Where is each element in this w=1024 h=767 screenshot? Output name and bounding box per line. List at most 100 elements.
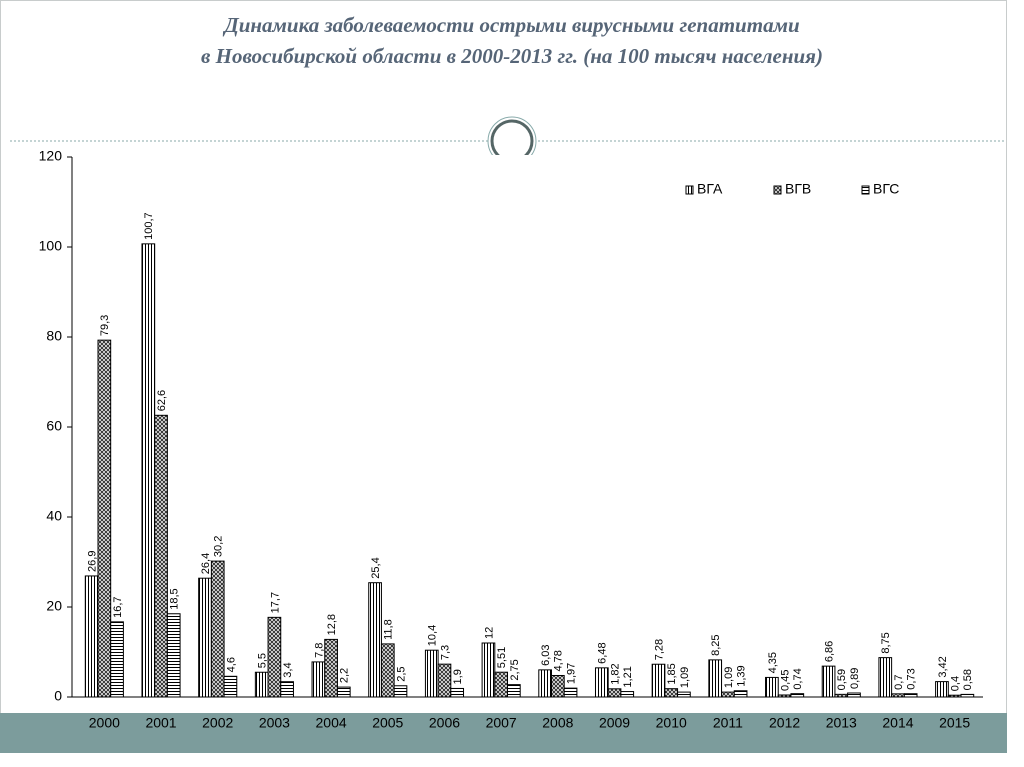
value-label: 1,9 bbox=[452, 669, 464, 684]
legend-swatch bbox=[861, 185, 870, 195]
legend-swatch bbox=[773, 185, 782, 195]
bar bbox=[494, 671, 509, 698]
value-label: 0,73 bbox=[906, 668, 918, 689]
bar bbox=[368, 582, 382, 698]
value-label: 1,39 bbox=[736, 665, 748, 686]
bar bbox=[110, 621, 124, 698]
value-label: 4,78 bbox=[553, 650, 565, 671]
value-label: 0,7 bbox=[893, 675, 905, 690]
value-label: 26,4 bbox=[200, 553, 212, 574]
x-tick-label: 2014 bbox=[882, 715, 913, 731]
bar bbox=[538, 669, 552, 698]
bar bbox=[765, 676, 779, 698]
value-label: 6,03 bbox=[540, 644, 552, 665]
bar bbox=[254, 671, 269, 698]
y-tick-label: 40 bbox=[46, 508, 62, 524]
chart-title: Динамика заболеваемости острыми вирусным… bbox=[222, 13, 799, 37]
legend-label: ВГС bbox=[873, 181, 899, 197]
bar bbox=[903, 693, 918, 698]
bar bbox=[507, 684, 521, 698]
value-label: 26,9 bbox=[87, 551, 99, 572]
value-label: 5,51 bbox=[496, 647, 508, 668]
bar bbox=[166, 613, 181, 698]
value-label: 0,74 bbox=[792, 668, 804, 689]
chart-title: в Новосибирской области в 2000-2013 гг. … bbox=[201, 44, 823, 68]
value-label: 30,2 bbox=[213, 536, 225, 557]
value-label: 100,7 bbox=[143, 212, 155, 240]
bar bbox=[664, 688, 679, 698]
bar bbox=[891, 693, 905, 698]
value-label: 25,4 bbox=[370, 557, 382, 578]
value-label: 3,4 bbox=[282, 662, 294, 677]
x-tick-label: 2002 bbox=[202, 715, 233, 731]
bar bbox=[154, 414, 168, 698]
value-label: 3,42 bbox=[937, 656, 949, 677]
bar bbox=[210, 560, 225, 698]
x-tick-label: 2007 bbox=[486, 715, 517, 731]
bar bbox=[481, 642, 496, 698]
bar bbox=[834, 693, 849, 698]
value-label: 7,28 bbox=[653, 639, 665, 660]
plot-background bbox=[30, 155, 990, 713]
value-label: 10,4 bbox=[427, 625, 439, 646]
value-label: 17,7 bbox=[269, 592, 281, 613]
bar bbox=[393, 685, 408, 698]
value-label: 1,09 bbox=[679, 667, 691, 688]
bar bbox=[324, 638, 338, 698]
bar bbox=[677, 691, 691, 698]
value-label: 2,5 bbox=[395, 666, 407, 681]
value-label: 12,8 bbox=[326, 614, 338, 635]
x-tick-label: 2000 bbox=[89, 715, 120, 731]
legend-swatch bbox=[685, 185, 694, 195]
bar bbox=[594, 667, 609, 698]
value-label: 12 bbox=[483, 627, 495, 639]
value-label: 1,09 bbox=[723, 667, 735, 688]
bar bbox=[721, 691, 735, 698]
value-label: 11,8 bbox=[383, 619, 395, 640]
x-tick-label: 2006 bbox=[429, 715, 460, 731]
y-tick-label: 100 bbox=[39, 238, 63, 254]
bar bbox=[878, 657, 893, 698]
value-label: 0,58 bbox=[962, 669, 974, 690]
bar bbox=[223, 675, 238, 698]
bar bbox=[437, 663, 452, 698]
bar bbox=[947, 694, 962, 698]
value-label: 16,7 bbox=[112, 596, 124, 617]
bar bbox=[708, 659, 723, 698]
legend-label: ВГА bbox=[697, 181, 723, 197]
x-tick-label: 2005 bbox=[372, 715, 403, 731]
bar bbox=[620, 691, 635, 698]
value-label: 8,75 bbox=[880, 632, 892, 653]
bar bbox=[777, 694, 792, 698]
value-label: 62,6 bbox=[156, 390, 168, 411]
bar bbox=[380, 643, 395, 698]
x-tick-label: 2010 bbox=[656, 715, 687, 731]
value-label: 8,25 bbox=[710, 634, 722, 655]
value-label: 0,45 bbox=[780, 670, 792, 691]
y-tick-label: 20 bbox=[46, 598, 62, 614]
value-label: 79,3 bbox=[99, 315, 111, 336]
value-label: 5,5 bbox=[257, 653, 269, 668]
value-label: 1,97 bbox=[565, 663, 577, 684]
bar bbox=[336, 686, 351, 698]
value-label: 7,3 bbox=[439, 645, 451, 660]
x-tick-label: 2015 bbox=[939, 715, 970, 731]
bar bbox=[821, 665, 836, 698]
value-label: 0,4 bbox=[950, 676, 962, 691]
bar bbox=[198, 577, 212, 698]
value-label: 0,89 bbox=[849, 668, 861, 689]
bar bbox=[651, 663, 666, 698]
bar bbox=[550, 674, 565, 698]
footer-band bbox=[0, 713, 1007, 753]
value-label: 6,48 bbox=[597, 642, 609, 663]
bar bbox=[97, 339, 112, 698]
x-tick-label: 2001 bbox=[145, 715, 176, 731]
bar bbox=[84, 575, 99, 698]
value-label: 6,86 bbox=[823, 641, 835, 662]
x-tick-label: 2013 bbox=[826, 715, 857, 731]
x-tick-label: 2004 bbox=[316, 715, 347, 731]
bar bbox=[935, 681, 949, 698]
legend-label: ВГВ bbox=[785, 181, 811, 197]
value-label: 2,2 bbox=[339, 668, 351, 683]
